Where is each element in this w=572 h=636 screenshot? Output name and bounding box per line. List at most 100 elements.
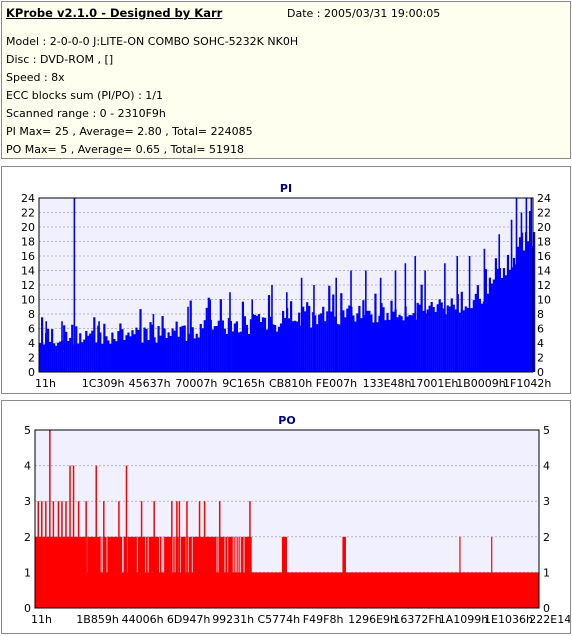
po-gap bbox=[136, 536, 138, 573]
pi-bar bbox=[358, 305, 361, 372]
pi-bar bbox=[121, 329, 124, 372]
pi-bar bbox=[512, 257, 516, 372]
po-gap bbox=[234, 536, 236, 573]
po-gap bbox=[161, 536, 163, 573]
pi-spike bbox=[313, 285, 315, 372]
range-line: Scanned range : 0 - 2310F9h bbox=[6, 107, 166, 120]
pi-bar bbox=[450, 298, 453, 372]
po-spike bbox=[118, 501, 120, 608]
pi-bar bbox=[235, 321, 238, 372]
pi-bar bbox=[328, 285, 331, 372]
po-gap bbox=[102, 536, 104, 573]
pi-bar bbox=[290, 301, 293, 372]
po-plot-border bbox=[34, 429, 540, 609]
pi-xtick-label: 45637h bbox=[129, 377, 171, 390]
pi-bar bbox=[434, 311, 437, 372]
pi-bar bbox=[249, 319, 253, 372]
pi-bar bbox=[55, 345, 58, 372]
pi-bar bbox=[113, 338, 116, 372]
po-spike bbox=[37, 501, 40, 608]
po-spike bbox=[57, 501, 60, 608]
po-spike bbox=[186, 501, 188, 608]
pi-bar bbox=[185, 340, 188, 372]
pi-bar bbox=[195, 333, 198, 372]
pi-bar bbox=[488, 277, 492, 372]
pi-bar bbox=[496, 268, 500, 372]
pi-ytick-left: 10 bbox=[21, 294, 35, 307]
pi-bar bbox=[77, 343, 80, 372]
pi-bar bbox=[119, 323, 122, 372]
pi-bar bbox=[452, 304, 455, 372]
po-gap bbox=[162, 536, 164, 573]
pi-bar bbox=[528, 211, 532, 372]
po-spike bbox=[49, 430, 51, 608]
po-spike bbox=[153, 501, 155, 608]
pi-bar bbox=[71, 324, 74, 372]
pi-bar bbox=[273, 324, 277, 372]
pi-bar bbox=[378, 315, 381, 372]
pi-ytick-right: 4 bbox=[537, 337, 544, 350]
pi-bar bbox=[420, 284, 423, 372]
pi-chart-title: PI bbox=[280, 182, 292, 195]
pi-bar bbox=[163, 328, 166, 372]
po-spike bbox=[41, 501, 43, 608]
po-xtick-label: 1296E9h bbox=[348, 613, 397, 626]
pi-xtick-label: 1F1042h bbox=[503, 377, 551, 390]
pi-bar bbox=[442, 308, 445, 372]
pi-bar bbox=[310, 327, 313, 372]
po-level2-fill bbox=[281, 536, 287, 608]
pi-spike bbox=[300, 277, 303, 372]
pi-spike bbox=[394, 270, 397, 372]
pi-bar bbox=[135, 327, 138, 372]
pi-bar bbox=[101, 343, 104, 372]
pi-bar bbox=[416, 302, 419, 372]
po-gap bbox=[122, 536, 124, 573]
pi-bar bbox=[474, 293, 477, 372]
po-gap bbox=[172, 536, 174, 573]
pi-bar bbox=[382, 307, 385, 372]
pi-bar bbox=[296, 321, 299, 372]
pi-xtick-label: 1C309h bbox=[82, 377, 125, 390]
pi-bar bbox=[115, 341, 118, 372]
pi-bar bbox=[51, 329, 54, 372]
pi-spike bbox=[251, 299, 254, 372]
pi-bar bbox=[366, 310, 369, 372]
pi-bar bbox=[155, 342, 158, 372]
pi-bar bbox=[298, 312, 301, 372]
po-xtick-label: 1A1099h bbox=[439, 613, 489, 626]
pi-bar bbox=[241, 301, 245, 372]
pi-ytick-right: 14 bbox=[537, 265, 551, 278]
pi-bar bbox=[223, 328, 226, 372]
po-gap bbox=[179, 536, 181, 573]
pi-bar bbox=[107, 340, 110, 372]
pi-bar bbox=[123, 339, 126, 372]
pi-bar bbox=[171, 328, 174, 372]
pi-bar bbox=[153, 337, 156, 372]
pi-bar bbox=[304, 311, 307, 372]
po-level2-fill bbox=[35, 536, 252, 608]
po-spike bbox=[95, 465, 97, 608]
po-gap bbox=[163, 536, 165, 573]
pi-spike bbox=[456, 256, 459, 372]
pi-bar bbox=[205, 307, 208, 372]
pi-spike bbox=[61, 321, 63, 372]
pi-bar bbox=[83, 339, 86, 372]
po-ytick-right: 4 bbox=[543, 460, 550, 473]
po-ytick-right: 1 bbox=[543, 566, 550, 579]
pi-bar bbox=[330, 311, 333, 372]
pi-bar bbox=[500, 278, 504, 372]
po-spike bbox=[69, 465, 71, 608]
pi-bar bbox=[161, 315, 164, 372]
pi-bar bbox=[67, 341, 70, 372]
pi-bar bbox=[322, 306, 325, 372]
pi-bar bbox=[462, 310, 465, 372]
pi-xtick-label: 11h bbox=[35, 377, 56, 390]
pi-bar bbox=[372, 322, 375, 372]
pi-bar bbox=[151, 324, 154, 372]
po-xtick-label: 11h bbox=[31, 613, 52, 626]
pi-bar bbox=[269, 316, 273, 372]
pi-bar bbox=[145, 328, 148, 372]
pi-bar bbox=[320, 313, 323, 372]
pi-bar bbox=[169, 335, 172, 372]
pi-bar bbox=[446, 305, 449, 372]
